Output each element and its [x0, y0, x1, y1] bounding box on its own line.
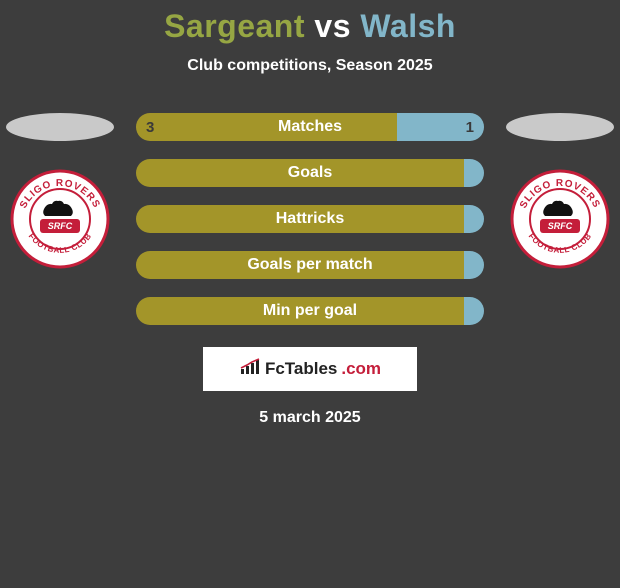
bar-segment-left [136, 159, 464, 187]
bar-segment-right: 1 [397, 113, 484, 141]
bar-segment-left [136, 205, 464, 233]
brand-name: FcTables [265, 359, 337, 379]
svg-text:SRFC: SRFC [548, 221, 573, 231]
player-dish-left [6, 113, 114, 141]
title-vs: vs [314, 8, 351, 44]
bar-segment-left: 3 [136, 113, 397, 141]
bar-segment-right [464, 205, 484, 233]
bar-row: Hattricks [136, 205, 484, 233]
comparison-bars: 31MatchesGoalsHattricksGoals per matchMi… [136, 113, 484, 325]
bar-segment-right [464, 251, 484, 279]
club-badge-left: SLIGO ROVERSFOOTBALL CLUBSRFC [10, 169, 110, 274]
bar-row: Min per goal [136, 297, 484, 325]
svg-text:SRFC: SRFC [48, 221, 73, 231]
subtitle: Club competitions, Season 2025 [0, 57, 620, 75]
right-column: SLIGO ROVERSFOOTBALL CLUBSRFC [500, 113, 620, 274]
brand-suffix: .com [341, 359, 381, 379]
bar-row: 31Matches [136, 113, 484, 141]
bar-segment-right [464, 159, 484, 187]
bar-segment-left [136, 297, 464, 325]
bar-row: Goals [136, 159, 484, 187]
bar-segment-right [464, 297, 484, 325]
bar-row: Goals per match [136, 251, 484, 279]
club-badge-right: SLIGO ROVERSFOOTBALL CLUBSRFC [510, 169, 610, 274]
page-title: Sargeant vs Walsh [0, 8, 620, 45]
left-column: SLIGO ROVERSFOOTBALL CLUBSRFC [0, 113, 120, 274]
title-right: Walsh [360, 8, 456, 44]
brand-box: FcTables.com [203, 347, 417, 391]
chart-icon [239, 358, 261, 381]
chart-area: SLIGO ROVERSFOOTBALL CLUBSRFC SLIGO ROVE… [0, 113, 620, 427]
bar-value-left: 3 [146, 119, 154, 136]
bar-segment-left [136, 251, 464, 279]
date-label: 5 march 2025 [0, 409, 620, 427]
title-left: Sargeant [164, 8, 305, 44]
player-dish-right [506, 113, 614, 141]
bar-value-right: 1 [466, 119, 474, 136]
